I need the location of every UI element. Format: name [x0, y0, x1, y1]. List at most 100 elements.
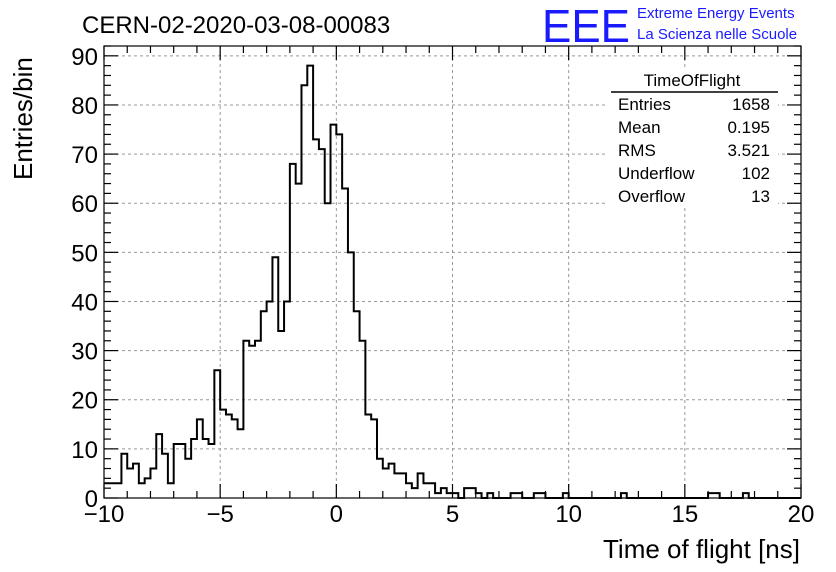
histogram-bin — [156, 434, 162, 498]
stats-value: 1658 — [732, 95, 770, 114]
histogram-bin — [354, 311, 360, 498]
histogram-bin — [307, 66, 313, 498]
run-title: CERN-02-2020-03-08-00083 — [82, 12, 390, 39]
histogram-bin — [220, 410, 226, 498]
histogram-bin — [534, 493, 540, 498]
histogram-bin — [406, 483, 412, 498]
histogram-bin — [325, 203, 331, 498]
x-tick-label: −10 — [84, 501, 125, 528]
histogram-bin — [540, 493, 546, 498]
histogram-bin — [365, 414, 371, 498]
histogram-bin — [145, 478, 151, 498]
stats-value: 102 — [742, 164, 770, 183]
histogram-bin — [185, 459, 191, 498]
stats-label: Mean — [618, 118, 661, 137]
histogram-bin — [139, 483, 145, 498]
histogram-bin — [621, 493, 627, 498]
stats-value: 13 — [751, 187, 770, 206]
histogram-bin — [336, 134, 342, 498]
histogram-bin — [214, 370, 220, 498]
histogram-bin — [232, 419, 238, 498]
x-tick-label: 15 — [671, 501, 698, 528]
histogram-bin — [563, 493, 569, 498]
stats-label: Underflow — [618, 164, 695, 183]
histogram-bin — [104, 483, 110, 498]
y-tick-label: 10 — [71, 437, 98, 464]
histogram-bin — [342, 188, 348, 498]
histogram-bin — [116, 483, 122, 498]
histogram-bin — [284, 301, 290, 498]
x-axis-title: Time of flight [ns] — [603, 534, 800, 564]
y-tick-label: 20 — [71, 388, 98, 415]
histogram-bin — [441, 488, 447, 498]
histogram-bin — [487, 493, 493, 498]
x-tick-label: 0 — [330, 501, 343, 528]
histogram-bin — [464, 488, 470, 498]
histogram-bin — [714, 493, 720, 498]
y-tick-label: 80 — [71, 93, 98, 120]
histogram-bin — [377, 459, 383, 498]
histogram-bin — [249, 346, 255, 498]
histogram-bin — [331, 125, 337, 498]
y-tick-label: 30 — [71, 339, 98, 366]
histogram-bin — [267, 301, 273, 498]
histogram-bin — [447, 493, 453, 498]
histogram-bin — [110, 483, 116, 498]
histogram-bin — [708, 493, 714, 498]
histogram-bin — [296, 184, 302, 498]
histogram-bin — [470, 488, 476, 498]
histogram-bin — [348, 252, 354, 498]
histogram-bin — [180, 444, 186, 498]
histogram-bin — [191, 439, 197, 498]
stats-label: Entries — [618, 95, 671, 114]
histogram-bin — [203, 439, 209, 498]
project-subtitle: La Scienza nelle Scuole — [637, 26, 797, 43]
stats-value: 0.195 — [727, 118, 770, 137]
histogram-bin — [150, 469, 156, 498]
y-tick-label: 50 — [71, 240, 98, 267]
histogram-bin — [371, 419, 377, 498]
histogram-bin — [238, 429, 244, 498]
histogram-bin — [360, 341, 366, 498]
histogram-bin — [435, 493, 441, 498]
y-tick-label: 0 — [85, 486, 98, 513]
histogram-bin — [174, 444, 180, 498]
histogram-bin — [516, 493, 522, 498]
histogram-bin — [162, 454, 168, 498]
histogram-bin — [511, 493, 517, 498]
histogram-bin — [319, 149, 325, 498]
stats-label: RMS — [618, 141, 656, 160]
histogram-bin — [389, 464, 395, 498]
project-name: Extreme Energy Events — [637, 5, 795, 22]
histogram-bin — [243, 341, 249, 498]
histogram-bin — [226, 414, 232, 498]
histogram-bin — [272, 257, 278, 498]
x-tick-label: 20 — [788, 501, 815, 528]
x-tick-label: −5 — [206, 501, 233, 528]
histogram-bin — [412, 488, 418, 498]
x-tick-label: 5 — [446, 501, 459, 528]
y-axis-title: Entries/bin — [8, 57, 38, 180]
histogram-bin — [133, 464, 139, 498]
histogram-bin — [127, 469, 133, 498]
histogram-bin — [383, 469, 389, 498]
y-tick-label: 70 — [71, 142, 98, 169]
histogram-bin — [197, 419, 203, 498]
y-tick-label: 90 — [71, 44, 98, 71]
histogram-bin — [394, 473, 400, 498]
histogram-bin — [301, 85, 307, 498]
y-tick-labels: 0 10 20 30 40 50 60 70 80 90 — [71, 44, 98, 513]
stats-label: Overflow — [618, 187, 686, 206]
histogram-bin — [313, 139, 319, 498]
histogram-bin — [255, 341, 261, 498]
histogram-bin — [400, 473, 406, 498]
histogram-bin — [278, 331, 284, 498]
eee-logo: EEE — [542, 0, 630, 52]
histogram-bin — [418, 473, 424, 498]
histogram-bin — [290, 164, 296, 498]
y-tick-label: 40 — [71, 289, 98, 316]
histogram-bin — [743, 493, 749, 498]
stats-box-title: TimeOfFlight — [644, 71, 741, 90]
stats-box: TimeOfFlight Entries 1658 Mean 0.195 RMS 3.52… — [608, 68, 778, 208]
